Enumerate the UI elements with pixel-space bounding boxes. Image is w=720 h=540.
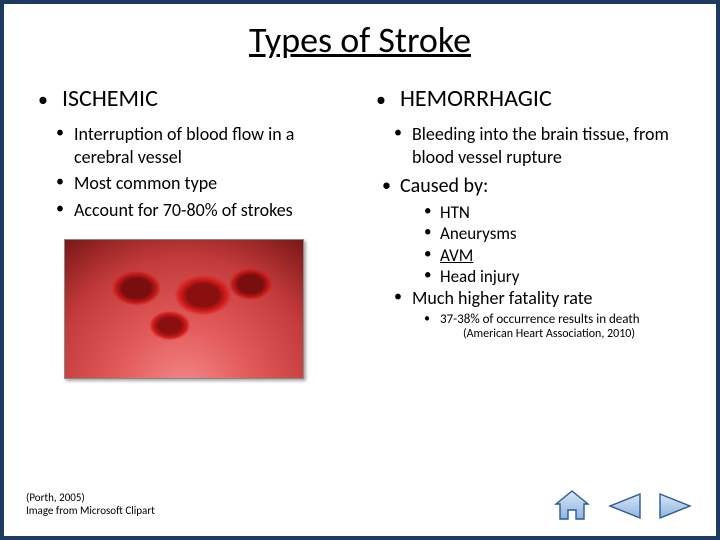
right-top-list: Bleeding into the brain tissue, from blo… (370, 123, 688, 168)
caused-by-heading: Caused by: (400, 174, 688, 198)
bullet-icon: • (38, 88, 48, 112)
list-item: Much higher fatality rate (412, 287, 688, 310)
right-heading: • HEMORRHAGIC (370, 84, 688, 113)
prev-button[interactable] (602, 488, 646, 524)
left-bullet-list: Interruption of blood flow in a cerebral… (32, 123, 350, 221)
columns: • ISCHEMIC Interruption of blood flow in… (32, 84, 688, 379)
list-item: Interruption of blood flow in a cerebral… (74, 123, 350, 168)
next-button[interactable] (654, 488, 698, 524)
slide-title: Types of Stroke (32, 18, 688, 62)
list-item: Head injury (440, 266, 688, 287)
right-column: • HEMORRHAGIC Bleeding into the brain ti… (370, 84, 688, 379)
home-button[interactable] (550, 488, 594, 524)
bullet-icon: • (376, 88, 386, 112)
footer-citation: (Porth, 2005) Image from Microsoft Clipa… (26, 491, 155, 519)
left-heading-text: ISCHEMIC (62, 84, 158, 113)
right-heading-text: HEMORRHAGIC (400, 84, 552, 113)
arrow-right-icon (656, 490, 696, 522)
death-note: 37-38% of occurrence results in death (370, 312, 688, 328)
list-item: Bleeding into the brain tissue, from blo… (412, 123, 688, 168)
citation-line: (Porth, 2005) (26, 491, 155, 505)
caused-by-list: HTN Aneurysms AVM Head injury (370, 202, 688, 287)
list-item: AVM (440, 245, 688, 266)
slide-panel: Types of Stroke • ISCHEMIC Interruption … (4, 4, 716, 536)
list-item: Aneurysms (440, 223, 688, 244)
death-citation: (American Heart Association, 2010) (370, 327, 688, 341)
blood-cells-image (64, 239, 304, 379)
list-item: Most common type (74, 172, 350, 195)
list-item: Account for 70-80% of strokes (74, 199, 350, 222)
list-item: HTN (440, 202, 688, 223)
arrow-left-icon (604, 490, 644, 522)
nav-buttons (550, 488, 698, 524)
right-bottom-list: Much higher fatality rate (370, 287, 688, 310)
citation-line: Image from Microsoft Clipart (26, 504, 155, 518)
house-icon (552, 489, 592, 523)
avm-link-text: AVM (440, 245, 473, 266)
left-column: • ISCHEMIC Interruption of blood flow in… (32, 84, 350, 379)
left-heading: • ISCHEMIC (32, 84, 350, 113)
